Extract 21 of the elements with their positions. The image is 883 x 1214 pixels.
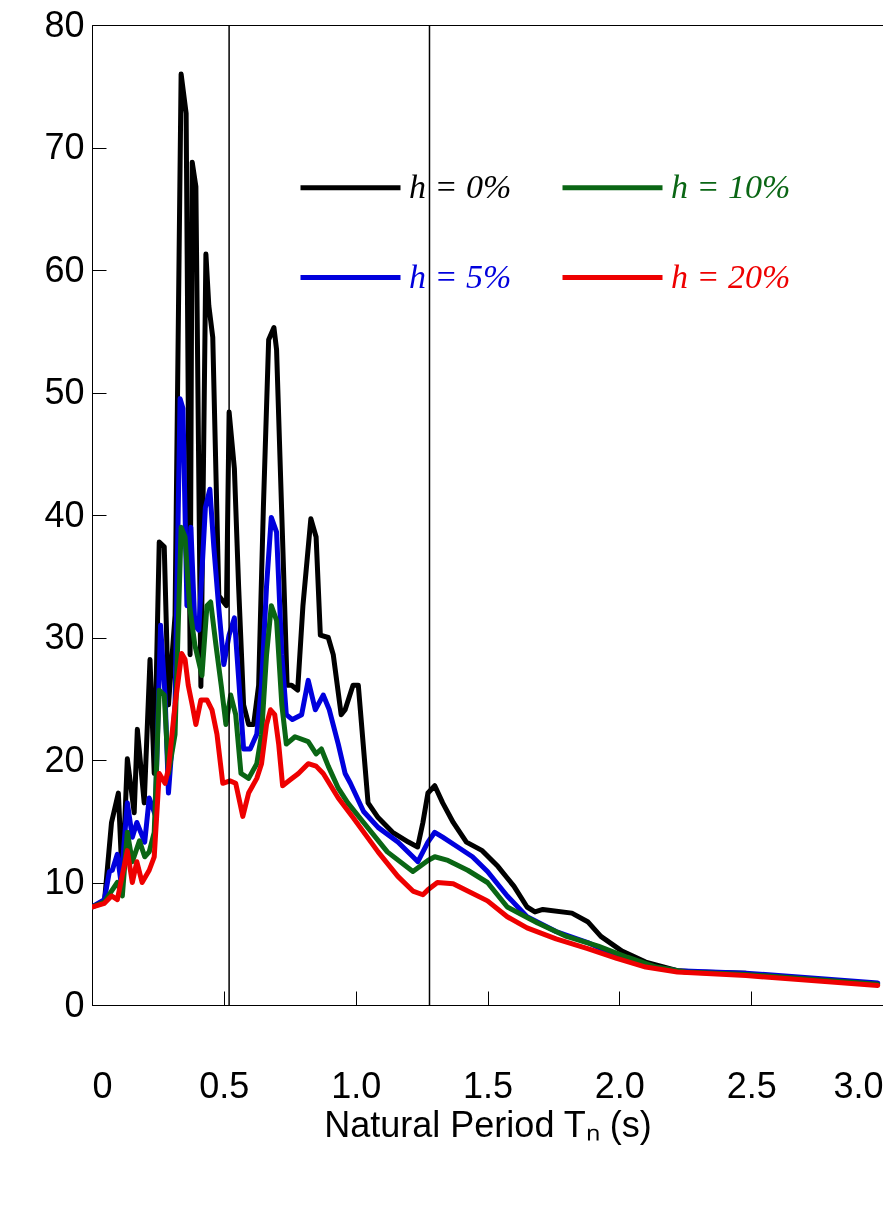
- x-axis-title: Natural Period Tₙ (s): [324, 1103, 652, 1145]
- y-tick-label: 80: [44, 3, 85, 45]
- legend-label: h = 10%: [671, 167, 791, 205]
- x-tick-label: 1.5: [462, 1064, 514, 1106]
- y-tick-label: 10: [44, 861, 85, 902]
- y-tick-label: 40: [44, 493, 85, 535]
- x-tick-label: 1.0: [331, 1064, 382, 1106]
- x-tick-label: 0.5: [199, 1064, 250, 1106]
- y-tick-label: 70: [44, 126, 85, 167]
- x-tick-label: 2.0: [594, 1064, 645, 1106]
- y-tick-label: 50: [44, 371, 85, 412]
- x-tick-label: 0: [92, 1064, 113, 1106]
- legend-label: h = 0%: [409, 167, 512, 205]
- y-tick-label: 30: [44, 616, 85, 657]
- y-tick-label: 0: [64, 983, 85, 1025]
- y-tick-label: 60: [44, 248, 85, 290]
- y-tick-label: 20: [44, 738, 85, 780]
- x-tick-label: 3.0: [833, 1064, 883, 1106]
- x-tick-label: 2.5: [726, 1064, 777, 1106]
- legend-label: h = 20%: [671, 257, 791, 295]
- legend-label: h = 5%: [409, 257, 512, 295]
